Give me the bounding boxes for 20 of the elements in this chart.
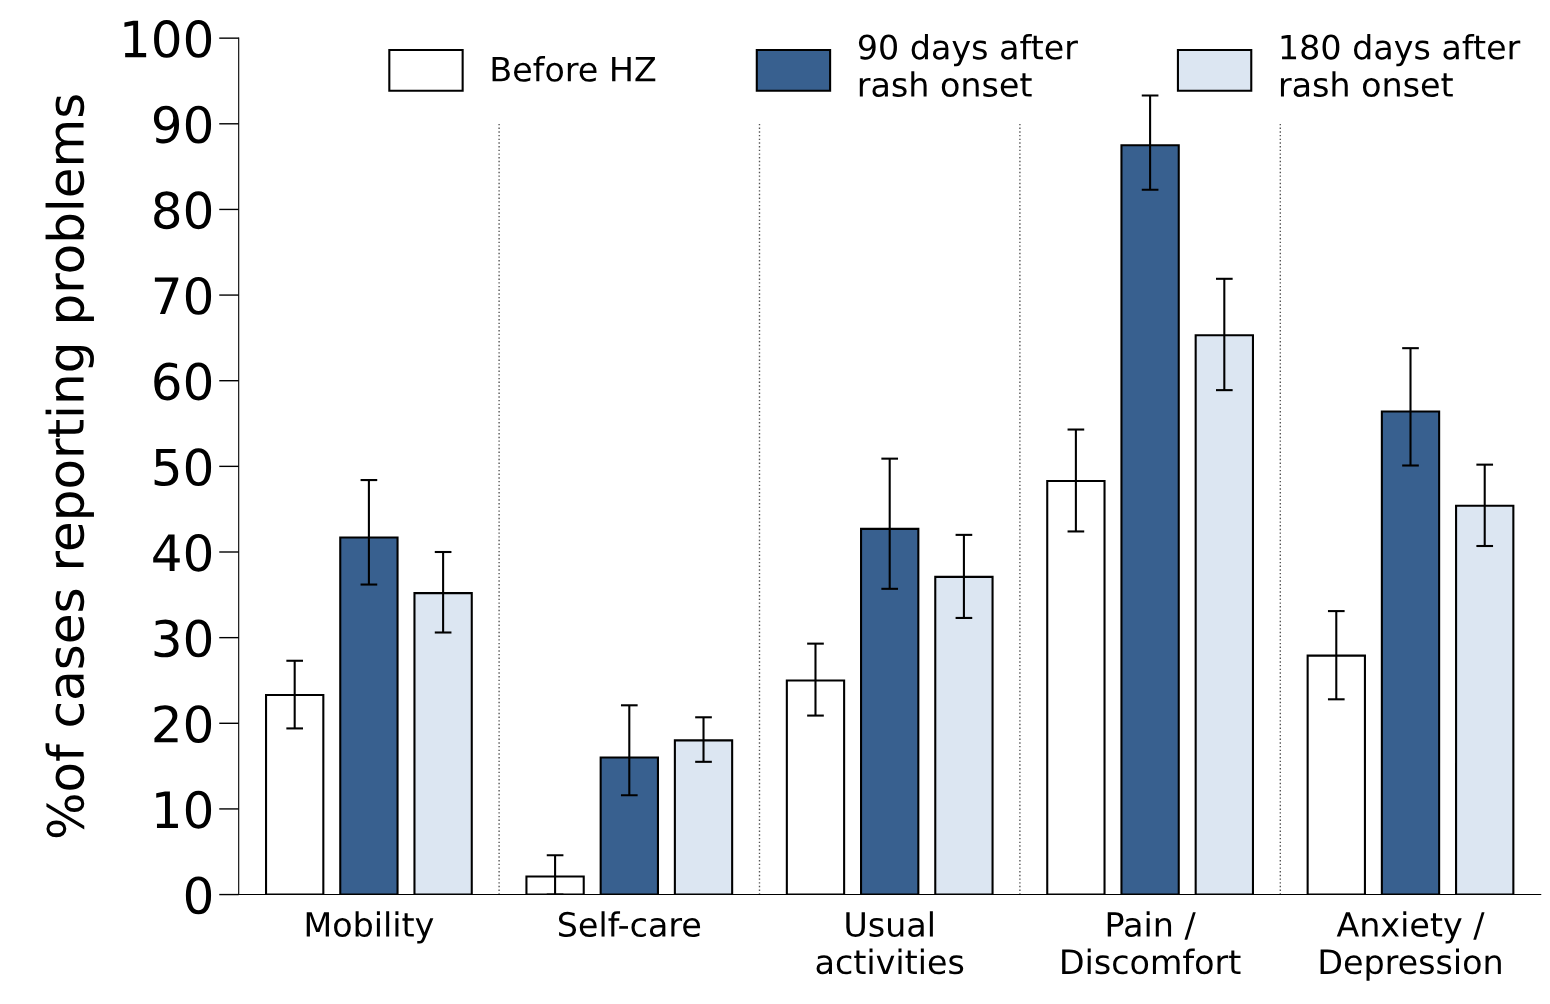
y-tick-label: 70 (154, 276, 212, 315)
legend-label: 180 days after rash onset (1280, 33, 1521, 98)
x-tick-label: Self-care (558, 911, 701, 938)
y-tick-label: 10 (156, 790, 212, 829)
x-tick-label: Usual activities (816, 911, 964, 975)
y-axis-title: %of cases reporting problems (45, 95, 94, 838)
y-tick-label: 80 (154, 191, 212, 230)
legend-label: 90 days after rash onset (858, 33, 1078, 98)
x-tick-label: Anxiety / Depression (1320, 911, 1501, 981)
y-tick-label: 100 (124, 20, 212, 58)
x-tick-label: Mobility (306, 911, 434, 944)
legend-label: Before HZ (492, 56, 656, 82)
y-tick-label: 90 (153, 105, 212, 144)
y-tick-label: 0 (185, 876, 212, 915)
y-tick-label: 40 (153, 533, 212, 572)
y-tick-label: 60 (154, 362, 212, 401)
y-tick-label: 30 (154, 619, 212, 658)
x-tick-label: Pain / Discomfort (1062, 911, 1241, 975)
y-tick-label: 20 (154, 705, 212, 743)
y-tick-label: 50 (154, 448, 212, 487)
